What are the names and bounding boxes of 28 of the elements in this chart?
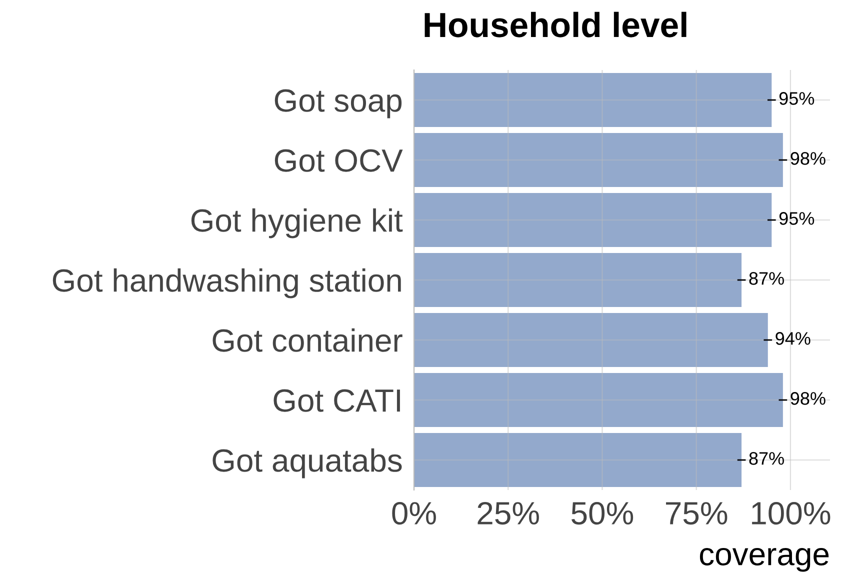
x-tick-label: 50% xyxy=(572,502,634,525)
data-label: 87% xyxy=(749,452,784,465)
y-tick-label: Got OCV xyxy=(274,149,403,172)
y-tick-label: Got aquatabs xyxy=(212,448,402,478)
data-label: 95% xyxy=(779,92,814,105)
y-tick-label: Got handwashing station xyxy=(52,268,401,298)
bar xyxy=(414,73,772,127)
chart-title: Household level xyxy=(424,12,686,38)
bar xyxy=(414,313,768,367)
y-tick-label: Got container xyxy=(212,328,402,352)
data-label: 87% xyxy=(749,272,784,285)
y-tick-label: Got CATI xyxy=(274,389,400,412)
bar xyxy=(414,253,742,307)
bar xyxy=(414,133,783,187)
data-label: 94% xyxy=(776,332,810,345)
data-label: 95% xyxy=(779,212,814,225)
bar xyxy=(414,193,772,247)
data-label: 98% xyxy=(790,152,826,165)
bar xyxy=(414,433,742,487)
y-tick-label: Got soap xyxy=(274,89,402,118)
x-tick-label: 0% xyxy=(392,502,436,525)
x-tick-label: 25% xyxy=(478,502,539,525)
x-axis-title: coverage xyxy=(700,548,829,572)
x-tick-label: 100% xyxy=(752,502,830,525)
x-tick-label: 75% xyxy=(666,502,728,525)
y-tick-label: Got hygiene kit xyxy=(191,208,403,238)
bar xyxy=(414,373,783,427)
data-label: 98% xyxy=(790,392,826,405)
